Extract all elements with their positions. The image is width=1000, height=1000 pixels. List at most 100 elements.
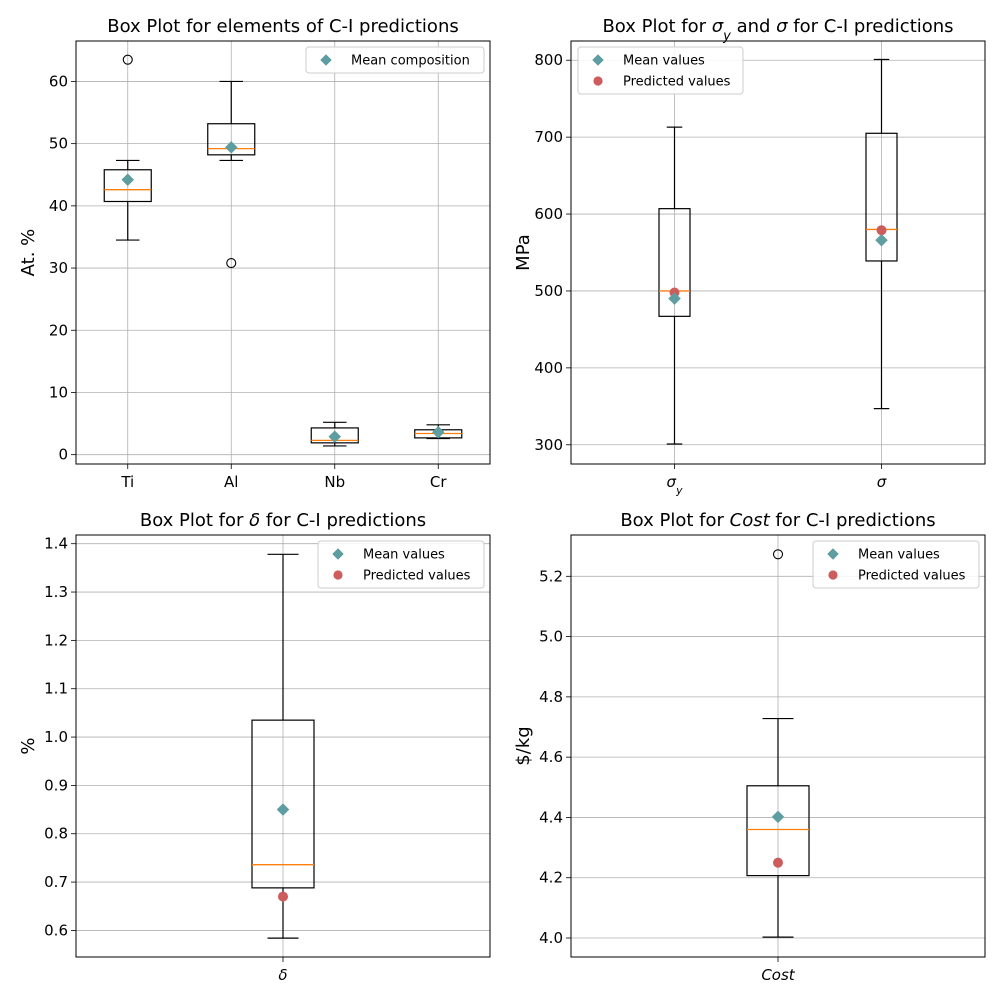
y-tick-label: 4.8 <box>539 688 563 706</box>
legend-label: Predicted values <box>623 75 731 90</box>
y-tick-label: 60 <box>49 72 68 90</box>
outlier-point <box>772 549 784 560</box>
box-Nb <box>310 421 359 447</box>
chart-title: Box Plot for δ for C-I predictions <box>140 510 426 531</box>
outlier-point <box>122 54 133 65</box>
y-tick-label: 5.0 <box>539 628 563 646</box>
box-Ti <box>103 54 152 241</box>
box-σ <box>865 58 898 410</box>
y-tick-label: 50 <box>49 135 68 153</box>
x-tick-label: Al <box>224 473 238 491</box>
legend-predicted-marker <box>593 76 603 86</box>
box-Cr <box>414 424 463 440</box>
legend-label: Mean values <box>363 548 445 563</box>
iqr-box <box>251 719 315 889</box>
legend-predicted-marker <box>333 570 343 580</box>
y-tick-label: 400 <box>534 359 563 377</box>
predicted-value-marker <box>876 225 887 236</box>
y-tick-label: 0.9 <box>44 776 68 794</box>
axes-frame <box>570 40 986 465</box>
y-tick-label: 300 <box>534 436 563 454</box>
y-axis-label: % <box>18 737 39 754</box>
x-tick-label: Ti <box>120 473 134 491</box>
y-tick-label: 30 <box>49 259 68 277</box>
legend-label: Mean values <box>858 548 940 563</box>
iqr-box <box>103 169 152 203</box>
y-tick-label: 1.4 <box>44 535 68 553</box>
box-δ <box>251 553 315 939</box>
x-tick-label: Nb <box>324 473 345 491</box>
legend: Mean values Predicted values <box>317 540 485 589</box>
legend-label: Mean values <box>623 54 705 69</box>
legend-label: Predicted values <box>858 569 966 584</box>
chart-title: Box Plot for Cost for C-I predictions <box>620 510 935 531</box>
legend-mean-marker <box>320 54 332 66</box>
y-axis-label: MPa <box>513 234 534 271</box>
y-tick-label: 10 <box>49 383 68 401</box>
box-Al <box>207 80 256 269</box>
iqr-box <box>746 785 810 877</box>
y-tick-label: 0 <box>58 446 68 464</box>
y-tick-label: 40 <box>49 197 68 215</box>
mean-value-marker <box>771 810 785 824</box>
y-tick-label: 600 <box>534 205 563 223</box>
mean-value-marker <box>224 141 238 154</box>
x-tick-label: δ <box>278 966 287 984</box>
legend-mean-marker <box>592 54 604 66</box>
box-Cost <box>746 549 810 938</box>
y-tick-label: 5.2 <box>539 567 563 585</box>
chart-panel-strength: Box Plot for σy and σ for C-I prediction… <box>513 16 986 497</box>
legend-frame <box>577 46 744 95</box>
chart-title: Box Plot for σy and σ for C-I prediction… <box>602 16 953 44</box>
legend-frame <box>317 540 485 589</box>
axes-frame <box>75 40 491 465</box>
y-tick-label: 20 <box>49 321 68 339</box>
iqr-box <box>658 208 691 317</box>
chart-title: Box Plot for elements of C-I predictions <box>107 16 458 37</box>
y-tick-label: 1.2 <box>44 631 68 649</box>
y-tick-label: 1.3 <box>44 583 68 601</box>
legend-frame <box>812 540 980 589</box>
chart-panel-elongation: Box Plot for δ for C-I predictions 0.6 0.7… <box>18 510 491 984</box>
x-tick-label: σy <box>667 473 684 497</box>
mean-value-marker <box>328 430 342 443</box>
y-tick-label: 800 <box>534 51 563 69</box>
y-tick-label: 1.0 <box>44 728 68 746</box>
y-tick-label: 4.6 <box>539 748 563 766</box>
outlier-point <box>226 258 237 269</box>
x-tick-label: Cr <box>430 473 447 491</box>
iqr-box <box>865 132 898 262</box>
legend-label: Predicted values <box>363 569 471 584</box>
y-axis-label: $/kg <box>513 726 534 765</box>
predicted-value-marker <box>773 857 783 868</box>
y-tick-label: 4.2 <box>539 869 563 887</box>
y-axis-label: At. % <box>18 229 39 277</box>
legend: Mean values Predicted values <box>812 540 980 589</box>
predicted-value-marker <box>278 891 288 902</box>
y-tick-label: 4.4 <box>539 808 563 826</box>
box-σy <box>658 126 691 445</box>
mean-value-marker <box>121 173 135 187</box>
axes-frame <box>75 534 491 958</box>
legend-frame <box>305 46 485 74</box>
legend: Mean values Predicted values <box>577 46 744 95</box>
iqr-box <box>207 123 256 156</box>
legend-predicted-marker <box>828 570 838 580</box>
legend-mean-marker <box>332 548 344 560</box>
mean-value-marker <box>875 233 888 247</box>
mean-value-marker <box>431 425 445 439</box>
legend: Mean composition <box>305 46 485 74</box>
y-tick-label: 700 <box>534 128 563 146</box>
y-tick-label: 0.8 <box>44 825 68 843</box>
y-tick-label: 0.7 <box>44 873 68 891</box>
mean-value-marker <box>668 292 681 305</box>
axes-frame <box>570 534 986 958</box>
chart-panel-composition: Box Plot for elements of C-I predictions… <box>18 16 491 491</box>
y-tick-label: 0.6 <box>44 921 68 939</box>
legend-label: Mean composition <box>351 54 470 69</box>
y-tick-label: 500 <box>534 282 563 300</box>
mean-value-marker <box>276 803 290 816</box>
y-tick-label: 4.0 <box>539 929 563 947</box>
x-tick-label: σ <box>877 473 887 491</box>
